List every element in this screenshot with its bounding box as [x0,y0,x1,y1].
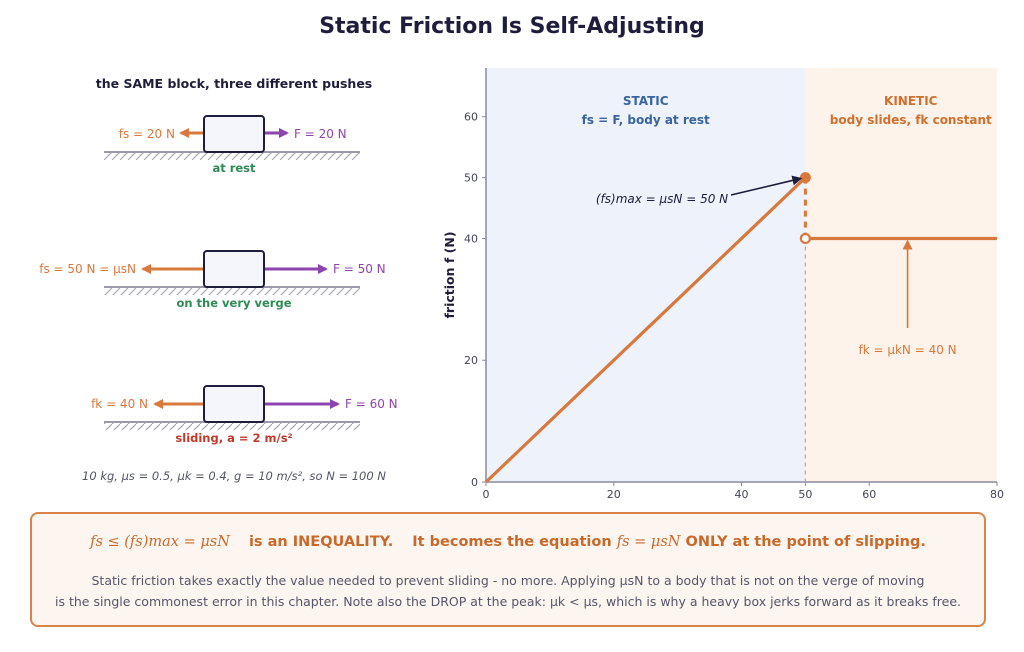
y-tick-label: 20 [464,354,478,367]
region-static [486,68,806,482]
x-tick-label: 50 [798,488,812,501]
x-tick-label: 0 [483,488,490,501]
y-axis-label: friction f (N) [442,231,457,318]
callout-math-equation: fs = μsN [616,534,681,550]
max-static-point [799,172,811,184]
friction-chart: STATIC fs = F, body at rest KINETIC body sl… [442,68,1004,501]
callout-text-becomes: It becomes the equation [412,534,612,550]
left-panel-heading: the SAME block, three different pushes [96,76,373,91]
scene-at-rest: fs = 20 N F = 20 N at rest [104,115,360,175]
max-static-arrow [730,175,803,196]
inequality-callout: fs ≤ (fs)max = μsN is an INEQUALITY. It … [30,512,986,627]
friction-label: fs = 20 N [119,127,175,141]
callout-body: Static friction takes exactly the value … [32,570,984,612]
y-tick-label: 60 [464,111,478,124]
x-tick-label: 80 [990,488,1004,501]
left-panel-footnote: 10 kg, μs = 0.5, μk = 0.4, g = 10 m/s², … [82,469,386,483]
kinetic-start-point [799,232,811,245]
scene-caption: sliding, a = 2 m/s² [175,431,292,445]
y-tick-label: 50 [464,172,478,185]
callout-body-line-1: Static friction takes exactly the value … [91,573,925,588]
max-static-annotation: (fs)max = μsN = 50 N [596,192,728,206]
region-subtitle: fs = F, body at rest [582,113,710,127]
scene-caption: on the very verge [176,296,291,310]
friction-label: fk = 40 N [91,397,148,411]
block [203,385,265,423]
region-title: STATIC [623,94,669,108]
page-title: Static Friction Is Self-Adjusting [319,14,705,39]
x-tick-label: 60 [862,488,876,501]
ground-hatch [104,152,360,160]
callout-heading: fs ≤ (fs)max = μsN is an INEQUALITY. It … [32,534,984,550]
region-kinetic [805,68,997,482]
kinetic-annotation: fk = μkN = 40 N [858,343,956,357]
static-friction-line [484,176,807,484]
scene-on-verge: fs = 50 N = μsN F = 50 N on the very ver… [39,250,386,310]
force-label: F = 50 N [333,262,386,276]
friction-label: fs = 50 N = μsN [39,262,136,276]
x-tick-label: 20 [607,488,621,501]
x-tick-label: 40 [735,488,749,501]
y-tick-label: 40 [464,232,478,245]
callout-math-inequality: fs ≤ (fs)max = μsN [90,534,230,550]
ground-hatch [104,287,360,295]
force-label: F = 60 N [345,397,398,411]
region-title: KINETIC [884,94,938,108]
ground-hatch [104,422,360,430]
block [203,115,265,153]
y-tick-label: 0 [471,476,478,489]
scene-sliding: fk = 40 N F = 60 N sliding, a = 2 m/s² [91,385,398,445]
callout-text-inequality: is an INEQUALITY. [248,534,394,550]
scene-caption: at rest [212,161,256,175]
force-label: F = 20 N [294,127,347,141]
callout-body-line-2: is the single commonest error in this ch… [55,594,961,609]
region-subtitle: body slides, fk constant [830,113,992,127]
callout-text-slipping: ONLY at the point of slipping. [685,534,926,550]
block [203,250,265,288]
